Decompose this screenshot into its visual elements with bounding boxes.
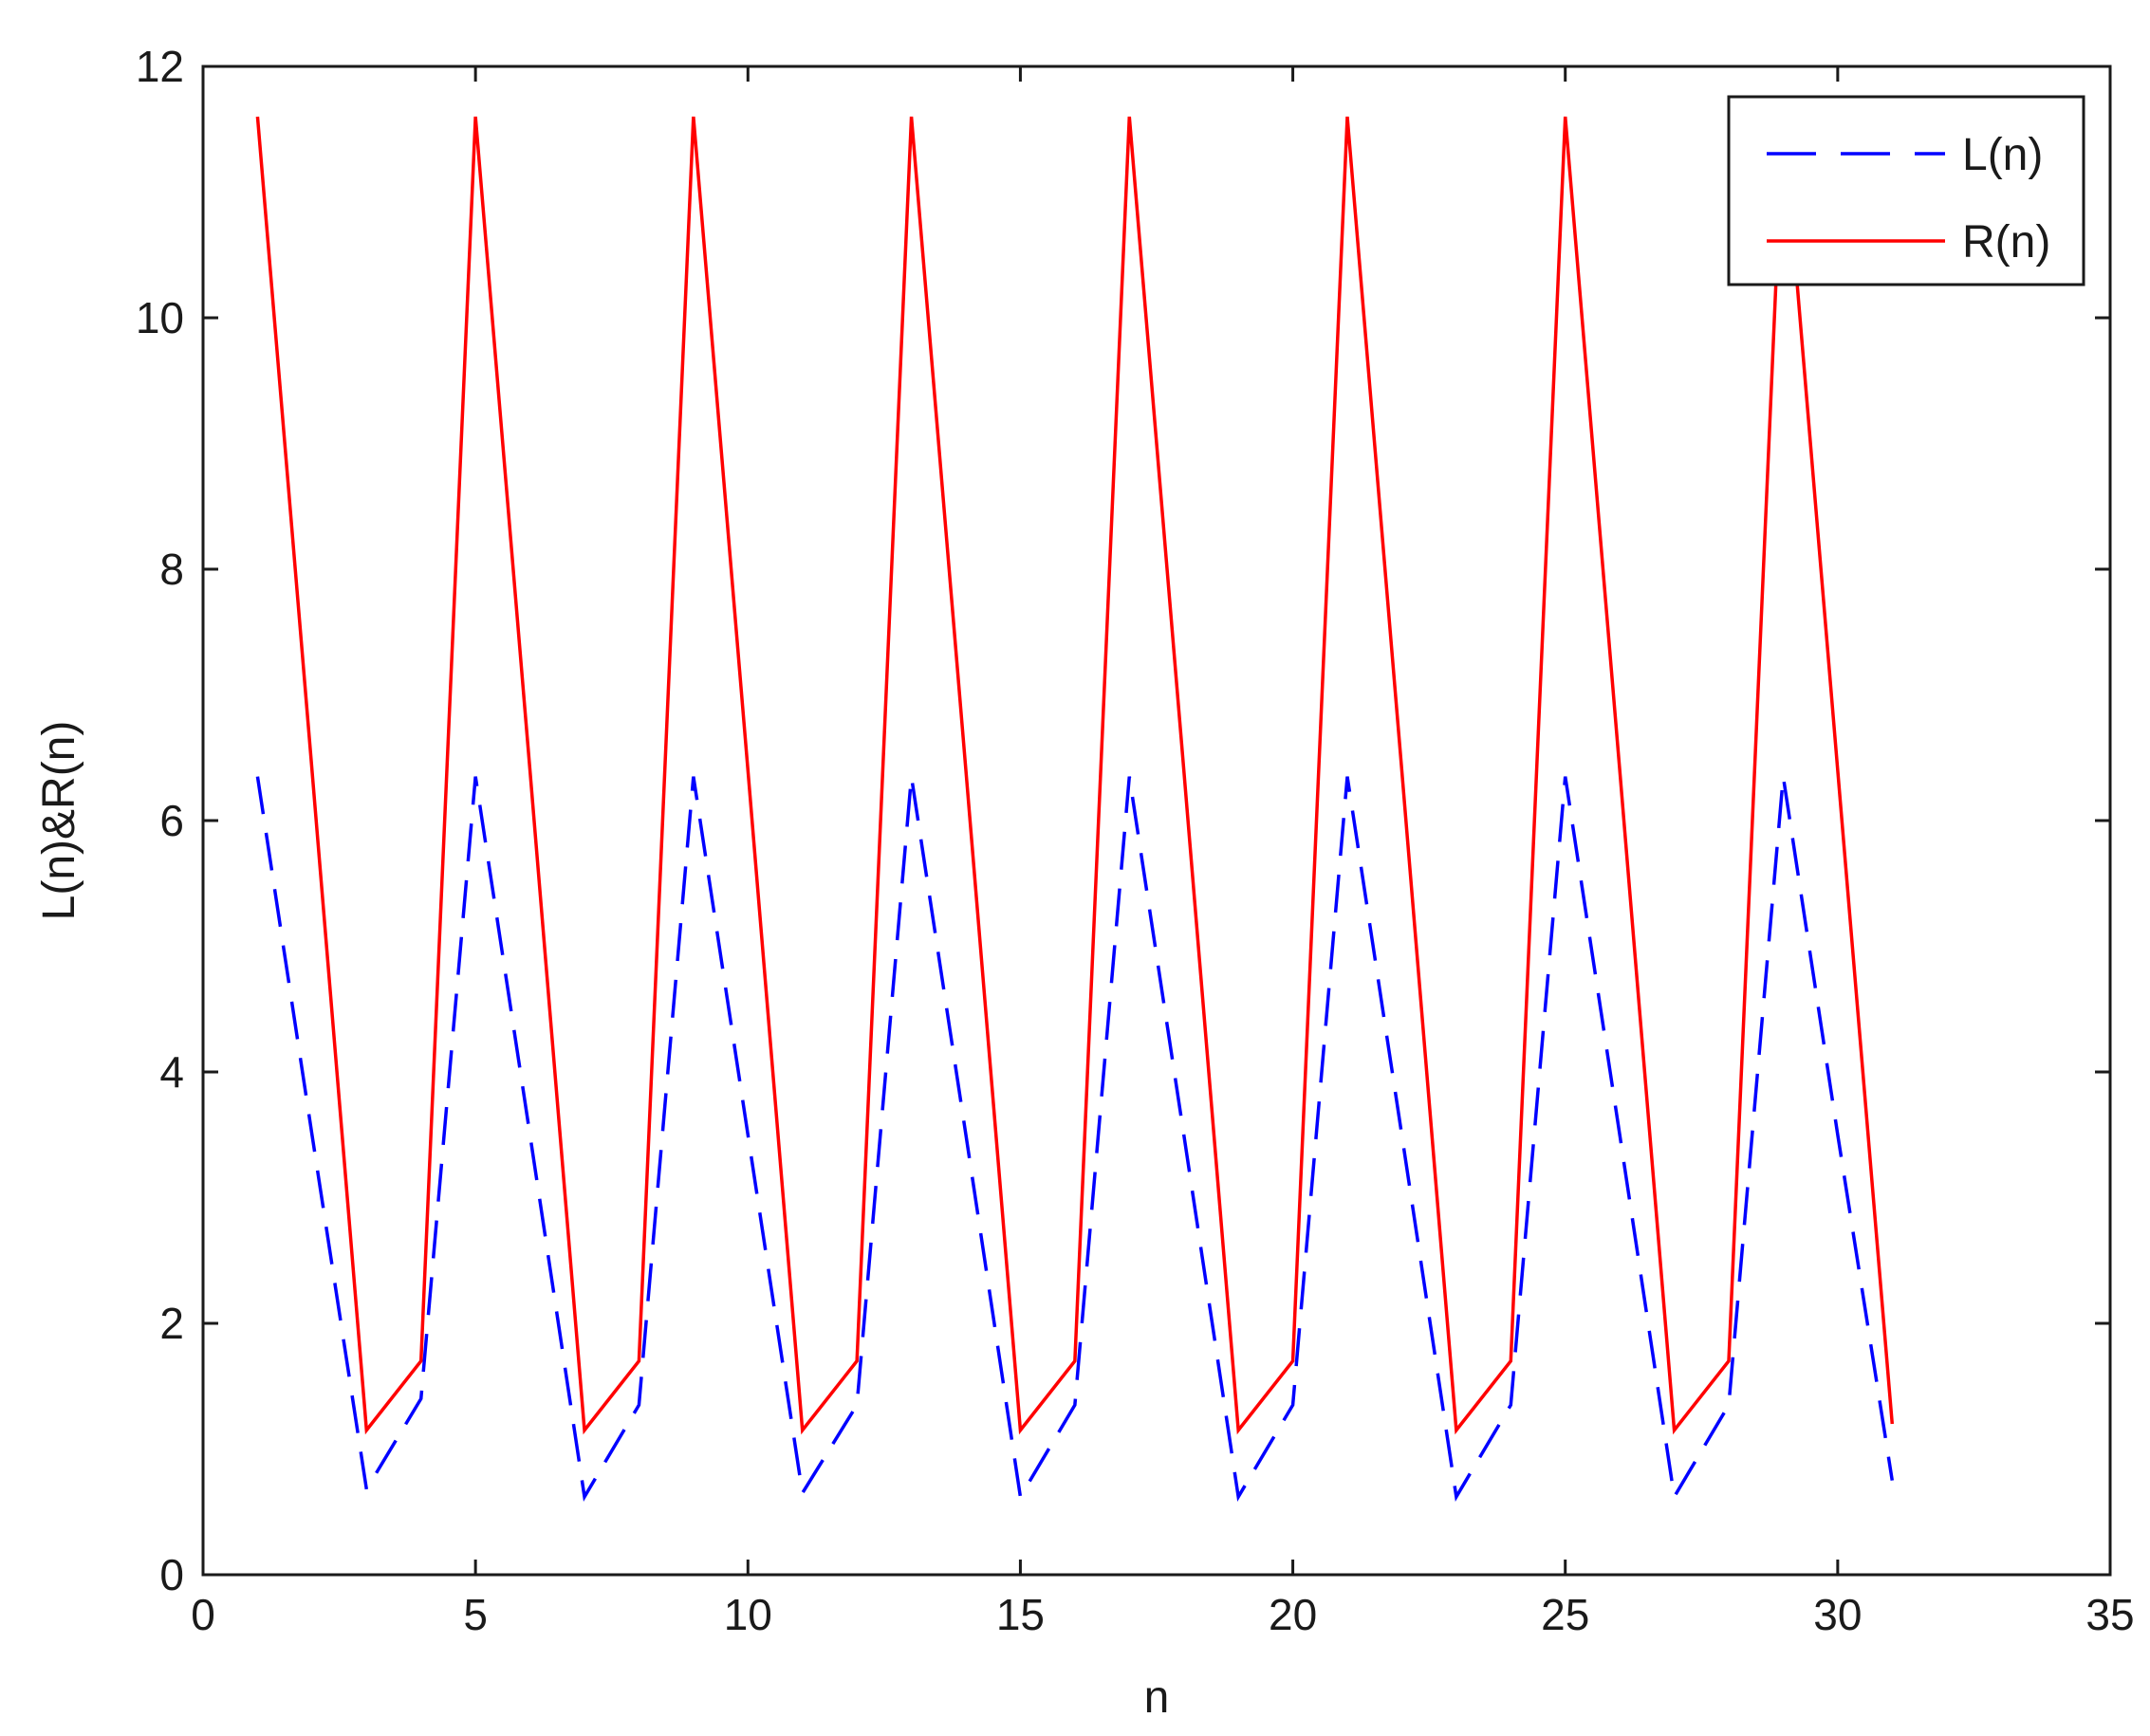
- x-tick-label: 15: [996, 1590, 1045, 1639]
- y-tick-label: 12: [136, 42, 184, 91]
- y-tick-label: 10: [136, 293, 184, 342]
- y-tick-label: 6: [159, 796, 184, 845]
- legend-label: L(n): [1962, 130, 2043, 180]
- legend-box: [1727, 95, 2085, 286]
- series-line-rn: [255, 116, 1895, 1435]
- series-line-ln: [255, 776, 1895, 1502]
- y-tick-label: 2: [159, 1299, 184, 1348]
- plot-layer: 0 5 10 15 20 25 30 35 0 2 4 6 8 10 12 L(n) R(n): [136, 42, 2135, 1639]
- y-tick-label: 0: [159, 1550, 184, 1599]
- y-axis-label: L(n)&R(n): [34, 721, 84, 921]
- x-tick-label: 5: [463, 1590, 488, 1639]
- x-tick-label: 35: [2085, 1590, 2134, 1639]
- x-axis-label: n: [1144, 1672, 1170, 1723]
- x-tick-label: 0: [191, 1590, 215, 1639]
- y-tick-label: 8: [159, 545, 184, 594]
- x-tick-label: 25: [1541, 1590, 1589, 1639]
- legend-label: R(n): [1962, 217, 2050, 268]
- plot-area-frame: [201, 65, 2112, 1577]
- x-tick-label: 20: [1269, 1590, 1317, 1639]
- y-tick-label: 4: [159, 1047, 184, 1097]
- x-tick-label: 30: [1813, 1590, 1862, 1639]
- x-tick-label: 10: [724, 1590, 772, 1639]
